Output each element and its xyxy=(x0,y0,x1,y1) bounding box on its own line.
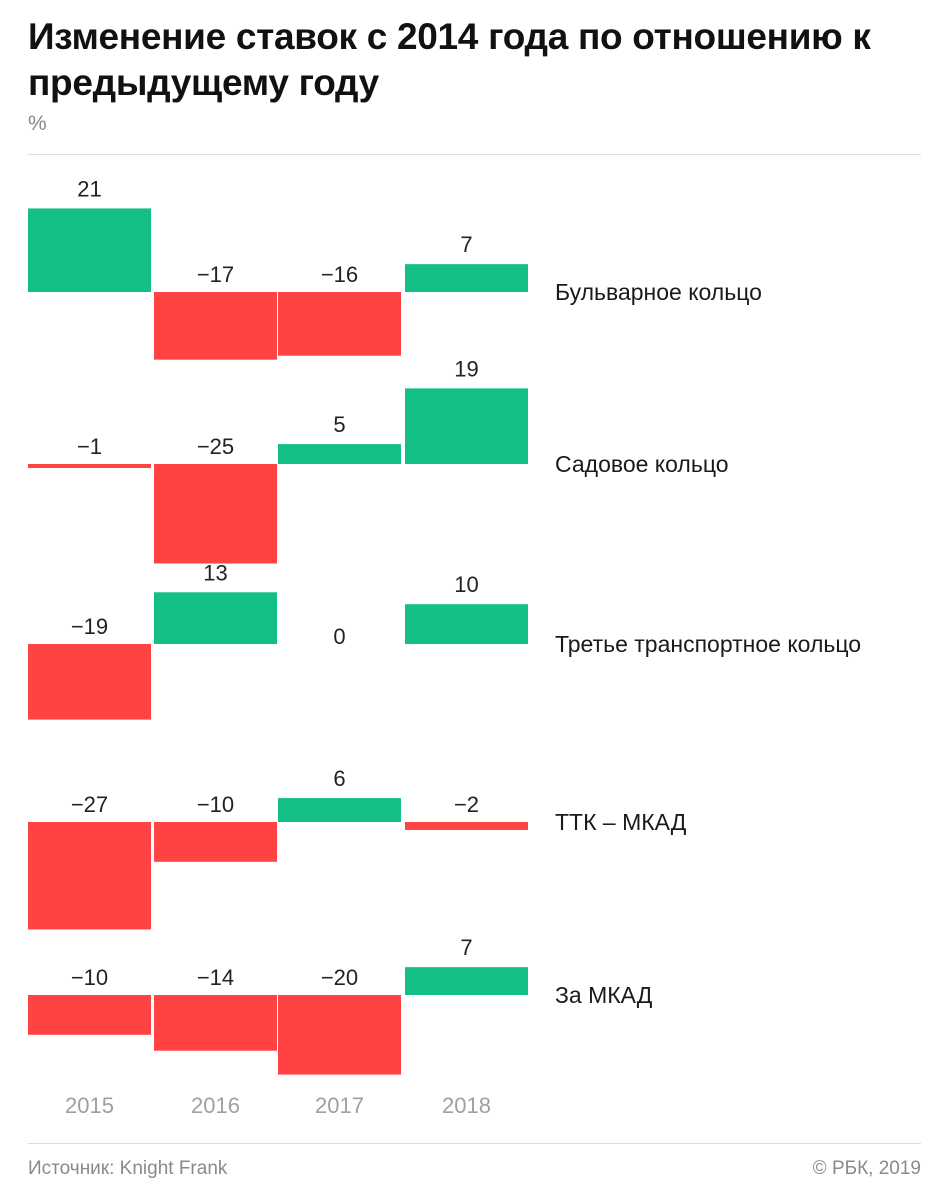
data-label: 19 xyxy=(454,356,478,381)
data-label: −25 xyxy=(197,434,234,459)
data-label: 13 xyxy=(203,560,227,585)
series-label: Бульварное кольцо xyxy=(555,279,762,305)
data-label: 0 xyxy=(333,624,345,649)
source-note: Источник: Knight Frank xyxy=(28,1158,228,1179)
data-label: −16 xyxy=(321,262,358,287)
bar xyxy=(278,995,401,1075)
bar xyxy=(28,464,151,468)
chart-title: Изменение ставок с 2014 года по отношени… xyxy=(28,16,871,103)
data-label: −2 xyxy=(454,792,479,817)
data-label: −14 xyxy=(197,965,234,990)
bar xyxy=(28,208,151,292)
bar xyxy=(28,822,151,930)
data-label: −10 xyxy=(197,792,234,817)
bar xyxy=(154,995,277,1051)
bar xyxy=(278,292,401,356)
data-label: −17 xyxy=(197,262,234,287)
bar xyxy=(28,995,151,1035)
unit-label: % xyxy=(28,112,47,135)
bar xyxy=(278,444,401,464)
bar xyxy=(405,822,528,830)
x-tick-label: 2017 xyxy=(315,1093,364,1118)
bar xyxy=(154,592,277,644)
data-label: 7 xyxy=(460,935,472,960)
bar xyxy=(154,464,277,564)
series-label: Садовое кольцо xyxy=(555,451,729,477)
data-label: −19 xyxy=(71,614,108,639)
data-label: 7 xyxy=(460,232,472,257)
x-tick-label: 2016 xyxy=(191,1093,240,1118)
bar xyxy=(154,822,277,862)
data-label: −27 xyxy=(71,792,108,817)
data-label: 10 xyxy=(454,572,478,597)
bar xyxy=(405,388,528,464)
bar xyxy=(405,604,528,644)
series-label: За МКАД xyxy=(555,982,653,1008)
data-label: −10 xyxy=(71,965,108,990)
series-label: Третье транспортное кольцо xyxy=(555,631,861,657)
top-divider xyxy=(28,154,921,155)
data-label: −1 xyxy=(77,434,102,459)
bar xyxy=(154,292,277,360)
copyright-note: © РБК, 2019 xyxy=(812,1158,921,1179)
data-label: −20 xyxy=(321,965,358,990)
x-tick-label: 2018 xyxy=(442,1093,491,1118)
bar xyxy=(278,798,401,822)
bar xyxy=(405,967,528,995)
bar xyxy=(28,644,151,720)
series-label: ТТК – МКАД xyxy=(555,809,687,835)
bottom-divider xyxy=(28,1143,921,1144)
data-label: 6 xyxy=(333,766,345,791)
data-label: 5 xyxy=(333,412,345,437)
data-label: 21 xyxy=(77,176,101,201)
x-tick-label: 2015 xyxy=(65,1093,114,1118)
bar xyxy=(405,264,528,292)
